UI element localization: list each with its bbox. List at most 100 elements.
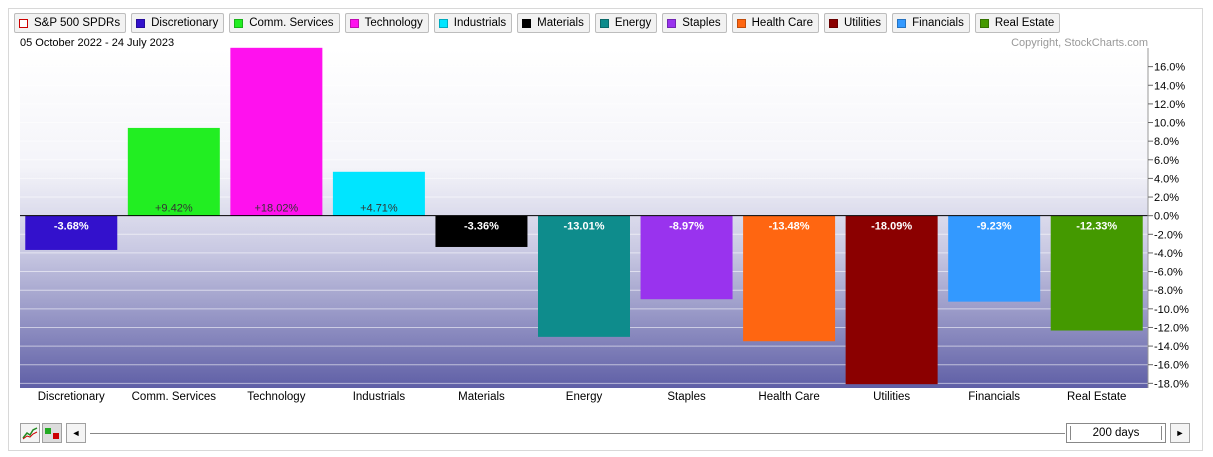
- legend-swatch: [438, 18, 448, 28]
- data-label: -18.09%: [871, 221, 912, 233]
- legend-item-s-p-500-spdrs[interactable]: S&P 500 SPDRs: [14, 13, 127, 33]
- legend-item-discretionary[interactable]: Discretionary: [131, 13, 225, 33]
- bar-discretionary: [25, 215, 118, 250]
- legend-swatch: [234, 18, 244, 28]
- legend-swatch: [599, 18, 609, 28]
- legend-swatch: [736, 18, 746, 28]
- period-label: 200 days: [1092, 427, 1140, 439]
- legend-swatch: [522, 18, 532, 28]
- legend-swatch: [19, 18, 28, 28]
- slider-track[interactable]: [90, 433, 1065, 434]
- legend-label: Energy: [614, 17, 652, 29]
- legend-item-financials[interactable]: Financials: [892, 13, 970, 33]
- x-tick-label: Comm. Services: [132, 391, 217, 403]
- data-label: +18.02%: [254, 203, 298, 215]
- legend-item-real-estate[interactable]: Real Estate: [974, 13, 1061, 33]
- x-tick-label: Real Estate: [1067, 391, 1126, 403]
- y-tick-label: 16.0%: [1154, 62, 1185, 74]
- y-tick-label: 10.0%: [1154, 118, 1185, 130]
- legend-item-comm-services[interactable]: Comm. Services: [229, 13, 340, 33]
- legend-swatch: [349, 18, 359, 28]
- y-tick-label: -6.0%: [1154, 267, 1183, 279]
- legend-swatch: [136, 18, 146, 28]
- bar-real-estate: [1050, 215, 1143, 331]
- y-tick-label: -16.0%: [1154, 360, 1189, 372]
- y-tick-label: 6.0%: [1154, 155, 1179, 167]
- legend-label: Comm. Services: [249, 17, 334, 29]
- y-tick-label: -2.0%: [1154, 229, 1183, 241]
- x-tick-label: Industrials: [353, 391, 406, 403]
- y-tick-label: -14.0%: [1154, 341, 1189, 353]
- legend-label: Staples: [682, 17, 721, 29]
- data-label: -9.23%: [977, 221, 1012, 233]
- legend-item-energy[interactable]: Energy: [594, 13, 658, 33]
- legend-item-staples[interactable]: Staples: [662, 13, 727, 33]
- legend-label: Technology: [364, 17, 423, 29]
- x-tick-label: Financials: [968, 391, 1020, 403]
- x-tick-label: Discretionary: [38, 391, 105, 403]
- bar-health-care: [743, 215, 836, 342]
- y-axis: 16.0% 14.0% 12.0% 10.0% 8.0% 6.0% 4.0% 2.0% 0.0%…: [1148, 62, 1189, 390]
- legend-label: Discretionary: [151, 17, 219, 29]
- legend-label: S&P 500 SPDRs: [34, 17, 121, 29]
- x-tick-label: Technology: [247, 391, 305, 403]
- legend-item-technology[interactable]: Technology: [344, 13, 429, 33]
- data-label: -13.01%: [564, 221, 605, 233]
- bar-materials: [435, 215, 528, 247]
- bar-industrials: [332, 171, 425, 216]
- y-tick-label: -10.0%: [1154, 304, 1189, 316]
- y-tick-label: 0.0%: [1154, 211, 1179, 223]
- bar-chart-icon[interactable]: [42, 423, 62, 443]
- legend-item-utilities[interactable]: Utilities: [824, 13, 888, 33]
- y-tick-label: 2.0%: [1154, 192, 1179, 204]
- line-chart-icon[interactable]: [20, 423, 40, 443]
- y-tick-label: -4.0%: [1154, 248, 1183, 260]
- y-tick-label: 8.0%: [1154, 136, 1179, 148]
- copyright: Copyright, StockCharts.com: [1011, 37, 1148, 49]
- data-label: -13.48%: [769, 221, 810, 233]
- bar-utilities: [845, 215, 938, 385]
- legend: S&P 500 SPDRs Discretionary Comm. Services…: [14, 13, 1061, 33]
- legend-item-health-care[interactable]: Health Care: [731, 13, 819, 33]
- y-tick-label: -8.0%: [1154, 285, 1183, 297]
- y-tick-label: 12.0%: [1154, 99, 1185, 111]
- y-tick-label: 14.0%: [1154, 80, 1185, 92]
- period-handle[interactable]: 200 days: [1066, 423, 1166, 443]
- x-tick-label: Energy: [566, 391, 603, 403]
- data-label: -8.97%: [669, 221, 704, 233]
- data-label: -3.36%: [464, 221, 499, 233]
- period-slider-controls: ◄ 200 days ►: [20, 423, 1192, 445]
- y-tick-label: 4.0%: [1154, 173, 1179, 185]
- legend-label: Financials: [912, 17, 964, 29]
- date-range: 05 October 2022 - 24 July 2023: [20, 37, 174, 49]
- scroll-left-button[interactable]: ◄: [66, 423, 86, 443]
- data-label: -3.68%: [54, 221, 89, 233]
- bar-energy: [538, 215, 630, 337]
- legend-swatch: [667, 18, 677, 28]
- legend-label: Industrials: [453, 17, 507, 29]
- data-label: +9.42%: [155, 203, 193, 215]
- legend-label: Materials: [537, 17, 584, 29]
- x-tick-label: Utilities: [873, 391, 910, 403]
- bar-staples: [640, 215, 733, 300]
- legend-label: Health Care: [751, 17, 813, 29]
- bar-financials: [948, 215, 1041, 302]
- legend-item-materials[interactable]: Materials: [517, 13, 590, 33]
- legend-swatch: [979, 18, 989, 28]
- x-tick-label: Health Care: [758, 391, 819, 403]
- legend-item-industrials[interactable]: Industrials: [433, 13, 513, 33]
- x-axis: Discretionary Comm. Services Technology Ind…: [38, 391, 1127, 403]
- bar-technology: [230, 47, 323, 216]
- x-tick-label: Materials: [458, 391, 505, 403]
- scroll-right-button[interactable]: ►: [1170, 423, 1190, 443]
- legend-label: Utilities: [844, 17, 882, 29]
- legend-swatch: [897, 18, 907, 28]
- data-label: -12.33%: [1076, 221, 1117, 233]
- legend-swatch: [829, 18, 838, 28]
- data-label: +4.71%: [360, 203, 398, 215]
- bars: -3.68% +9.42% +18.02% +4.71% -3.36% -13.01% -8…: [25, 47, 1143, 385]
- right-arrow-icon: ►: [1175, 428, 1185, 438]
- legend-label: Real Estate: [994, 17, 1055, 29]
- left-arrow-icon: ◄: [71, 428, 81, 438]
